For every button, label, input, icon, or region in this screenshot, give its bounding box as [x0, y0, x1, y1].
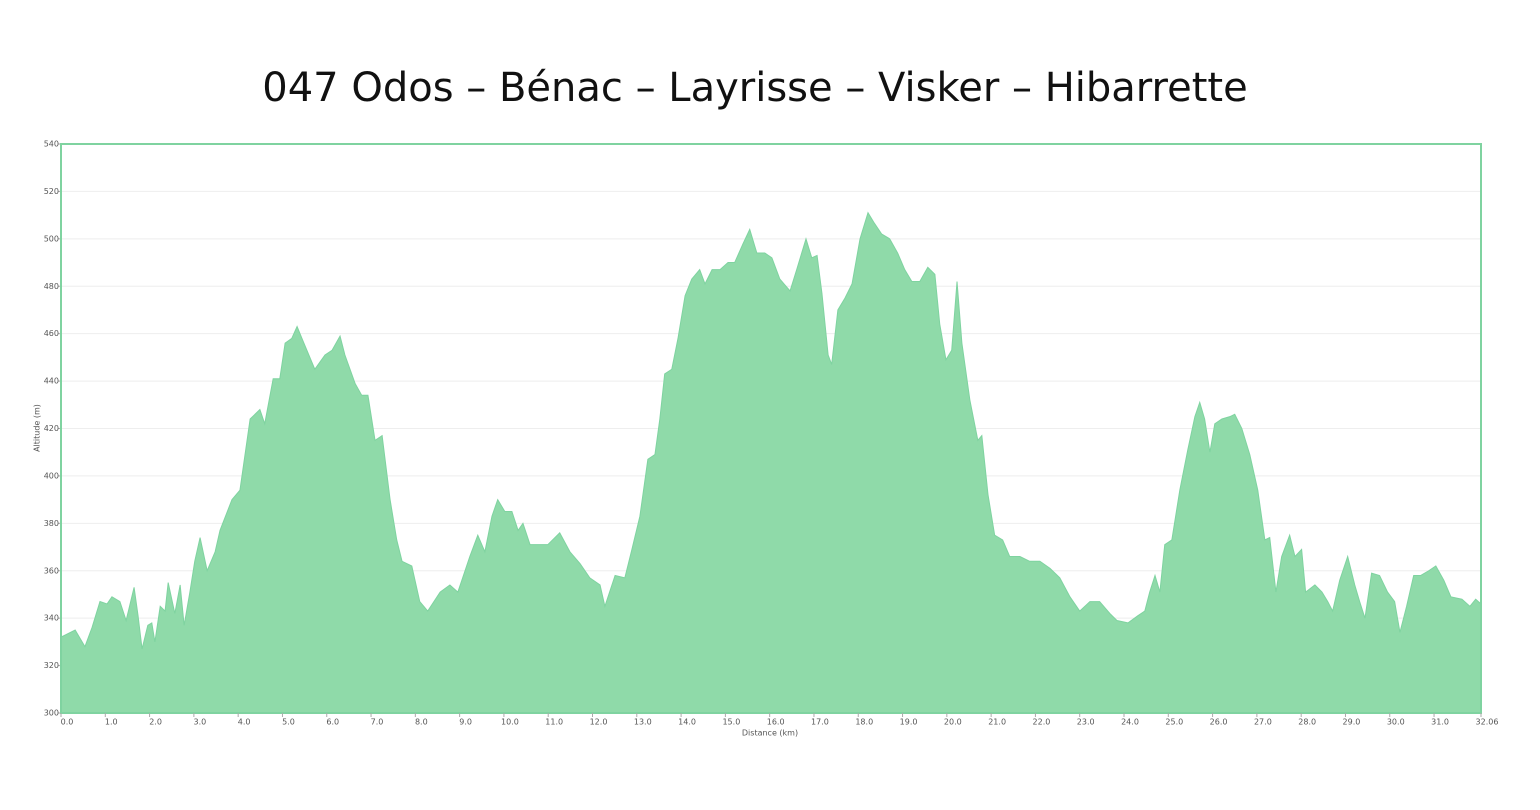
x-tick-label: 32.06 [1476, 718, 1499, 727]
x-tick-label: 4.0 [238, 718, 251, 727]
area [60, 211, 1482, 714]
y-tick-label: 380 [44, 519, 59, 528]
x-tick-label: 18.0 [855, 718, 873, 727]
x-tick-label: 0.0 [61, 718, 74, 727]
y-tick-label: 340 [44, 614, 59, 623]
x-tick-label: 7.0 [371, 718, 384, 727]
x-axis-label: Distance (km) [742, 729, 798, 738]
x-tick-label: 2.0 [149, 718, 162, 727]
x-tick-label: 16.0 [767, 718, 785, 727]
x-tick-label: 9.0 [459, 718, 472, 727]
x-tick-label: 15.0 [722, 718, 740, 727]
x-tick-label: 27.0 [1254, 718, 1272, 727]
x-tick-label: 28.0 [1298, 718, 1316, 727]
x-tick-label: 13.0 [634, 718, 652, 727]
y-tick-label: 360 [44, 566, 59, 575]
y-tick-label: 420 [44, 424, 59, 433]
x-tick-label: 20.0 [944, 718, 962, 727]
y-tick-label: 440 [44, 377, 59, 386]
y-tick-label: 500 [44, 234, 59, 243]
y-tick-label: 300 [44, 709, 59, 718]
x-tick-label: 23.0 [1077, 718, 1095, 727]
x-tick-label: 12.0 [590, 718, 608, 727]
x-tick-label: 11.0 [545, 718, 563, 727]
x-tick-label: 30.0 [1387, 718, 1405, 727]
y-tick-label: 480 [44, 282, 59, 291]
y-tick-label: 320 [44, 661, 59, 670]
y-tick-label: 520 [44, 187, 59, 196]
y-tick-label: 460 [44, 329, 59, 338]
x-tick-label: 6.0 [326, 718, 339, 727]
y-tick-label: 540 [44, 140, 59, 149]
y-axis-label: Altitude (m) [33, 404, 42, 452]
x-tick-label: 26.0 [1210, 718, 1228, 727]
x-tick-label: 17.0 [811, 718, 829, 727]
x-tick-label: 31.0 [1431, 718, 1449, 727]
x-tick-label: 3.0 [194, 718, 207, 727]
x-tick-label: 19.0 [900, 718, 918, 727]
x-tick-label: 5.0 [282, 718, 295, 727]
x-tick-label: 24.0 [1121, 718, 1139, 727]
x-tick-label: 8.0 [415, 718, 428, 727]
x-tick-label: 21.0 [988, 718, 1006, 727]
plot-border [60, 143, 1482, 714]
x-tick-label: 25.0 [1165, 718, 1183, 727]
x-tick-label: 22.0 [1033, 718, 1051, 727]
x-tick-label: 10.0 [501, 718, 519, 727]
chart-title: 047 Odos – Bénac – Layrisse – Visker – H… [262, 65, 1247, 111]
x-tick-label: 14.0 [678, 718, 696, 727]
y-tick-label: 400 [44, 471, 59, 480]
x-tick-label: 29.0 [1343, 718, 1361, 727]
x-tick-label: 1.0 [105, 718, 118, 727]
